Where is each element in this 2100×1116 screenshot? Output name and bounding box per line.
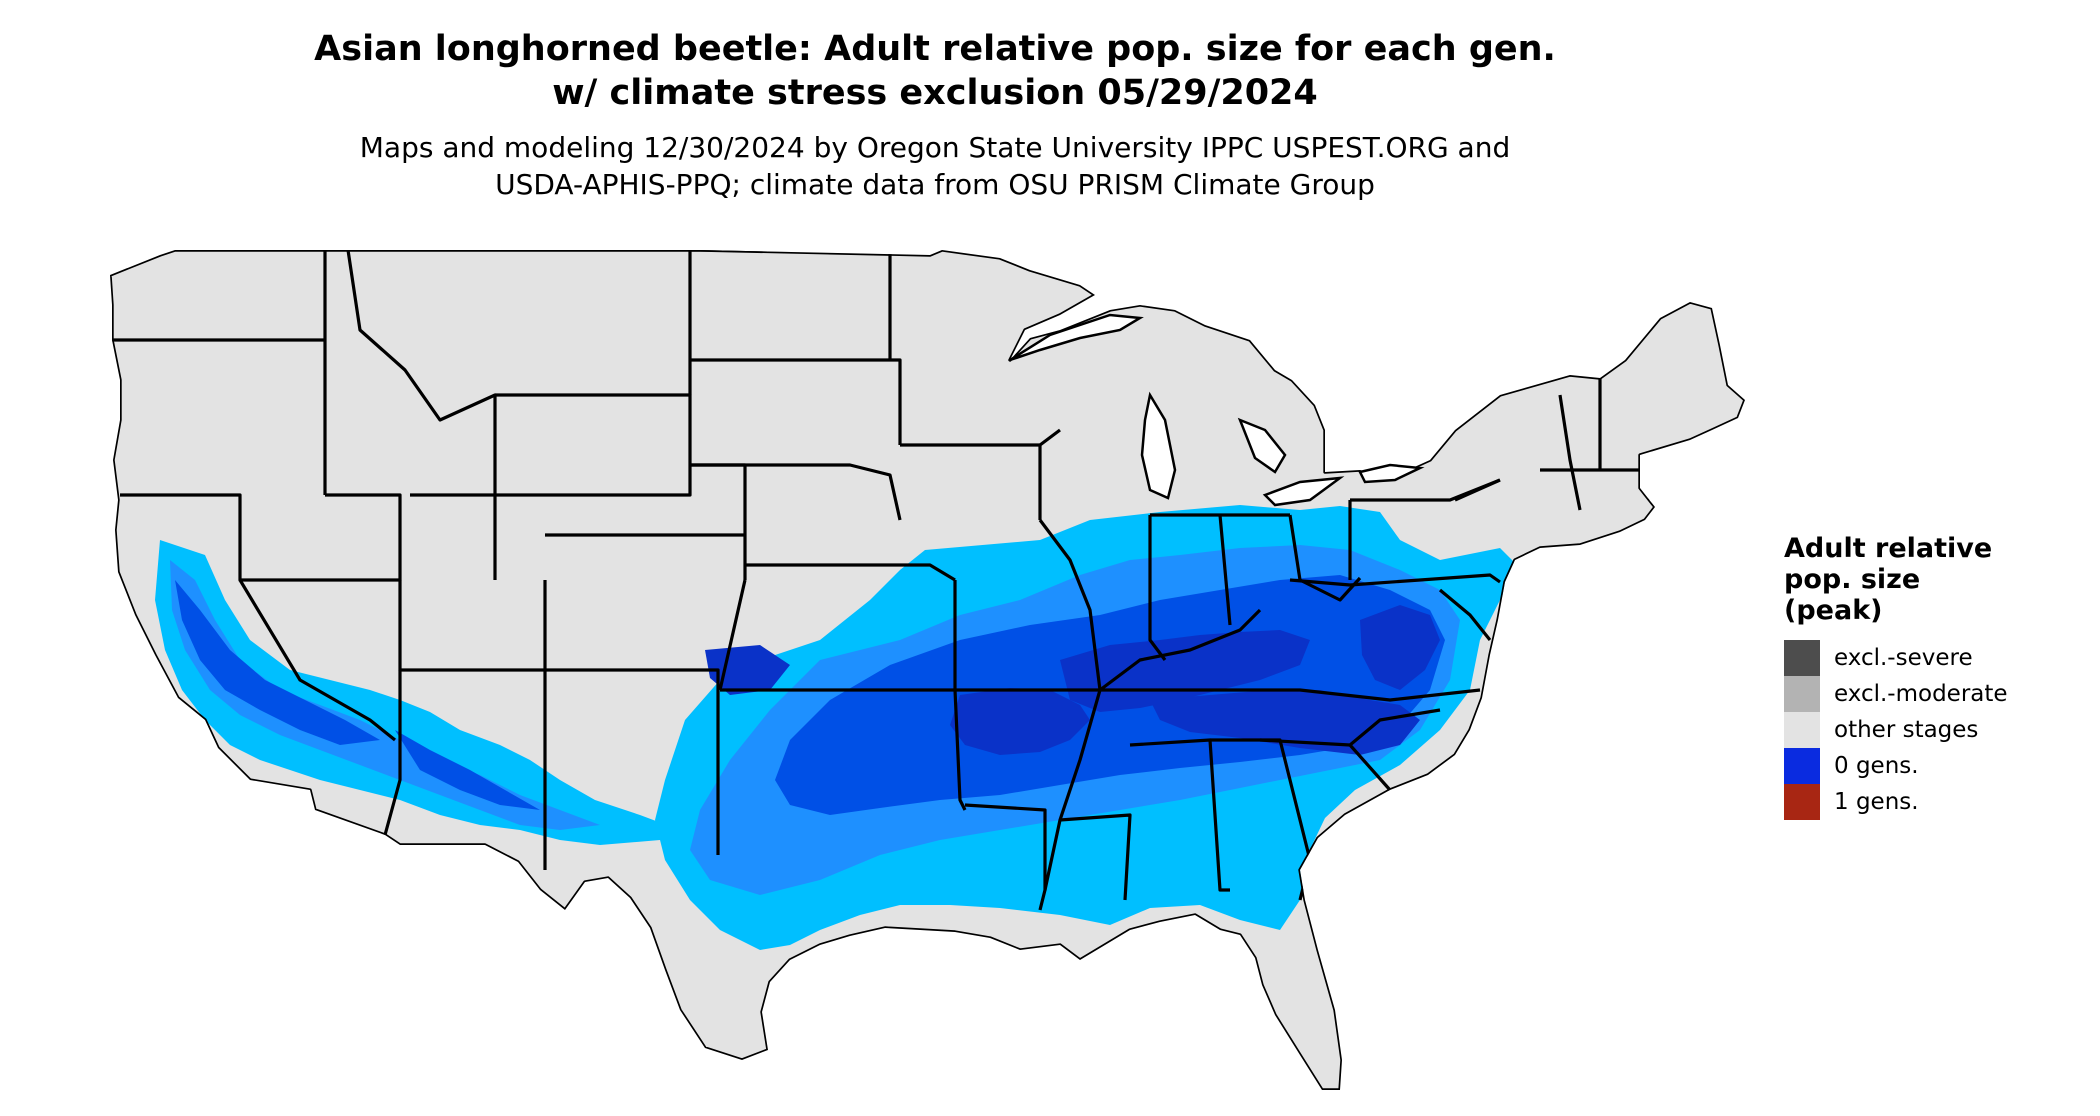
map-legend: Adult relative pop. size (peak) excl.-se… [1784, 533, 2084, 820]
state-boundaries [112, 250, 1652, 911]
legend-item-0-gens: 0 gens. [1784, 748, 2084, 784]
map-subtitle-line-2: USDA-APHIS-PPQ; climate data from OSU PR… [495, 168, 1375, 201]
legend-label: 0 gens. [1834, 753, 1919, 779]
map-subtitle-line-1: Maps and modeling 12/30/2024 by Oregon S… [359, 131, 1511, 164]
legend-label: other stages [1834, 717, 1979, 743]
legend-label: excl.-moderate [1834, 681, 2008, 707]
legend-item-excl-severe: excl.-severe [1784, 640, 2084, 676]
legend-swatch [1784, 640, 1820, 676]
legend-title-line: (peak) [1784, 595, 1883, 626]
legend-swatch [1784, 676, 1820, 712]
legend-label: excl.-severe [1834, 645, 1973, 671]
map-title-line-1: Asian longhorned beetle: Adult relative … [314, 29, 1556, 69]
legend-title: Adult relative pop. size (peak) [1784, 533, 2084, 626]
legend-item-excl-moderate: excl.-moderate [1784, 676, 2084, 712]
legend-item-other-stages: other stages [1784, 712, 2084, 748]
map-title-line-2: w/ climate stress exclusion 05/29/2024 [552, 73, 1318, 113]
legend-swatch [1784, 712, 1820, 748]
legend-title-line: pop. size [1784, 564, 1921, 595]
legend-label: 1 gens. [1834, 789, 1919, 815]
legend-item-1-gens: 1 gens. [1784, 784, 2084, 820]
legend-swatch [1784, 784, 1820, 820]
great-lakes [1009, 313, 1425, 507]
legend-swatch [1784, 748, 1820, 784]
legend-title-line: Adult relative [1784, 533, 1993, 564]
